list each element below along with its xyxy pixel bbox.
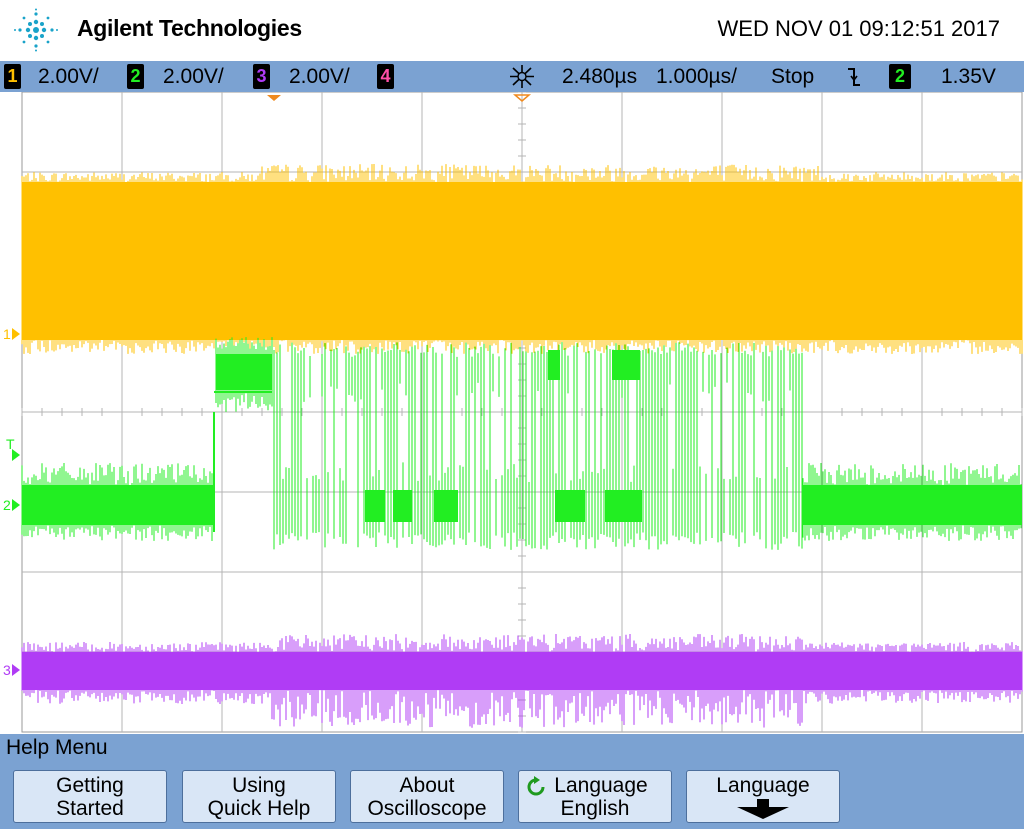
date-time: WED NOV 01 09:12:51 2017 xyxy=(717,16,1001,41)
status-bar: 1 2.00V/ 2 2.00V/ 3 2.00V/ 4 2.480µs 1.0… xyxy=(0,61,1024,92)
channel-2-ground-marker: 2 xyxy=(3,497,11,513)
trigger-center-icon xyxy=(510,65,534,88)
channel-3-ground-marker: 3 xyxy=(3,662,11,678)
softkey-label: Language xyxy=(554,774,648,797)
trigger-position-marker xyxy=(267,95,281,101)
channel-3-ground-arrow xyxy=(12,664,20,676)
channel-1-ground-arrow xyxy=(12,328,20,340)
time-scale: 1.000µs/ xyxy=(656,65,737,88)
softkey-label: Quick Help xyxy=(207,797,311,820)
down-arrow-icon xyxy=(737,799,789,819)
about-oscilloscope-button[interactable]: About Oscilloscope xyxy=(350,770,504,823)
channel-1-indicator[interactable]: 1 xyxy=(4,64,21,89)
softkey-label: English xyxy=(560,797,630,820)
getting-started-button[interactable]: Getting Started xyxy=(13,770,167,823)
waveform-traces xyxy=(21,164,1023,728)
channel-2-ground-arrow xyxy=(12,499,20,511)
softkey-label: Oscilloscope xyxy=(367,797,487,820)
channel-3-trace xyxy=(21,634,1023,728)
trigger-level-arrow xyxy=(12,449,20,461)
channel-1-trace xyxy=(21,164,1023,354)
waveform-display: 1 T 2 3 xyxy=(0,92,1024,734)
title-bar: Agilent Technologies WED NOV 01 09:12:51… xyxy=(0,0,1024,61)
softkey-label: About xyxy=(399,774,455,797)
trigger-level: 1.35V xyxy=(941,65,996,88)
softkey-label: Started xyxy=(56,797,124,820)
using-quick-help-button[interactable]: Using Quick Help xyxy=(182,770,336,823)
delay-reference-marker xyxy=(512,94,532,102)
menu-title: Help Menu xyxy=(6,736,108,759)
brand-name: Agilent Technologies xyxy=(77,15,302,41)
language-select-button[interactable]: Language xyxy=(686,770,840,823)
softkey-label: Using xyxy=(232,774,286,797)
channel-2-trace xyxy=(21,337,1022,550)
channel-2-scale: 2.00V/ xyxy=(163,65,224,88)
softkey-menu: Help Menu xyxy=(0,734,1024,829)
channel-1-scale: 2.00V/ xyxy=(38,65,99,88)
trigger-level-marker: T xyxy=(6,436,15,452)
cycle-arrow-icon xyxy=(527,776,545,796)
agilent-spark-icon xyxy=(14,8,58,52)
trigger-source[interactable]: 2 xyxy=(889,64,911,89)
falling-edge-icon xyxy=(848,68,860,86)
run-state: Stop xyxy=(771,65,815,88)
softkey-label: Getting xyxy=(56,774,124,797)
channel-3-indicator[interactable]: 3 xyxy=(253,64,270,89)
channel-1-ground-marker: 1 xyxy=(3,326,11,342)
channel-4-indicator[interactable]: 4 xyxy=(377,64,394,89)
channel-2-indicator[interactable]: 2 xyxy=(127,64,144,89)
channel-3-scale: 2.00V/ xyxy=(289,65,350,88)
language-english-button[interactable]: Language English xyxy=(518,770,672,823)
time-delay: 2.480µs xyxy=(562,65,638,88)
softkey-label: Language xyxy=(716,774,810,797)
